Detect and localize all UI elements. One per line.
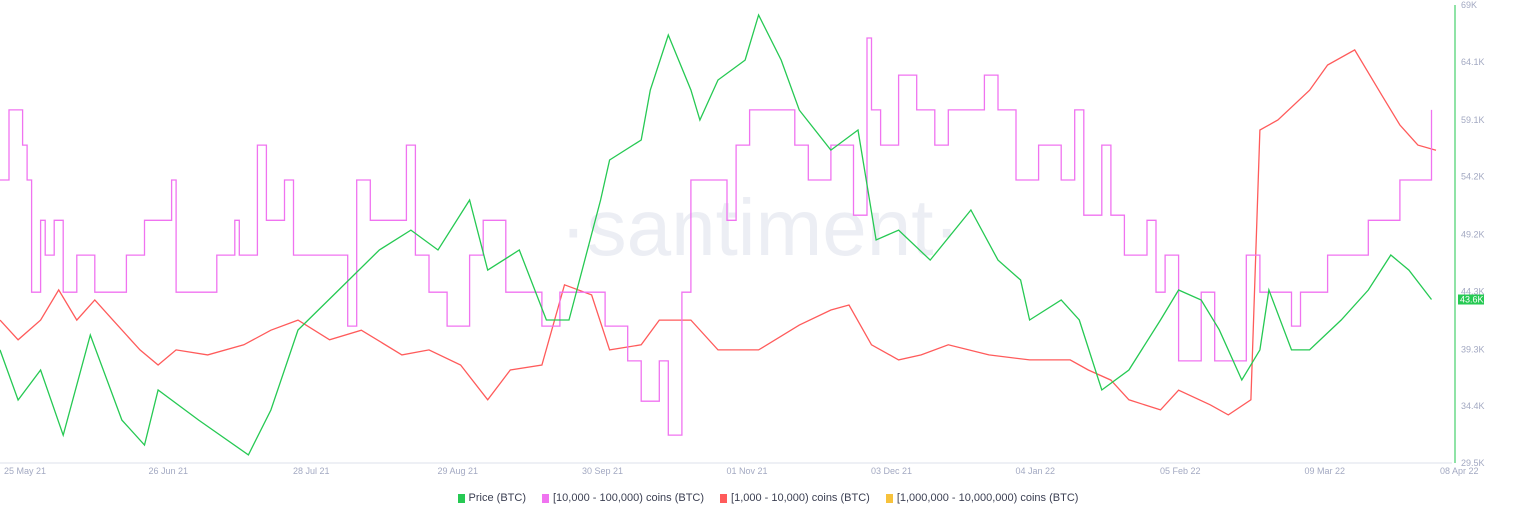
legend-swatch [720,493,728,503]
legend-item-1m-10m[interactable]: [1,000,000 - 10,000,000) coins (BTC) [885,492,1079,504]
chart: ·santiment· 69K 64.1K 59.1K 54.2K 49.2K 44.3K… [0,0,1485,476]
y-tick-label: 54.2K [1461,172,1485,182]
legend-item-10k-100k[interactable]: [10,000 - 100,000) coins (BTC) [542,492,704,504]
legend-item-price[interactable]: Price (BTC) [457,492,526,504]
x-tick-label: 08 Apr 22 [1440,466,1479,476]
legend-swatch [885,493,893,503]
x-tick-label: 26 Jun 21 [149,466,189,476]
x-tick-label: 01 Nov 21 [727,466,768,476]
legend-label: Price (BTC) [468,492,526,504]
legend-label: [10,000 - 100,000) coins (BTC) [553,492,705,504]
y-tick-label: 39.3K [1461,344,1485,354]
legend-swatch [542,493,549,503]
x-tick-label: 25 May 21 [4,466,46,476]
legend-label: [1,000,000 - 10,000,000) coins (BTC) [896,492,1079,504]
x-tick-label: 29 Aug 21 [438,466,479,476]
y-tick-label: 64.1K [1461,57,1485,67]
watermark: ·santiment· [560,183,960,272]
legend-label: [1,000 - 10,000) coins (BTC) [731,492,870,504]
y-tick-label: 34.4K [1461,401,1485,411]
y-tick-label: 44.3K [1461,286,1485,296]
series-line-2 [0,49,1437,416]
series-line-0 [0,13,1433,456]
y-tick-label: 49.2K [1461,230,1485,240]
x-tick-label: 05 Feb 22 [1160,466,1201,476]
legend: Price (BTC) [10,000 - 100,000) coins (BT… [0,492,1536,504]
current-price-marker: 43.6K [1458,294,1484,305]
current-price-label: 43.6K [1460,295,1484,305]
y-tick-label: 59.1K [1461,115,1485,125]
y-tick-label: 69K [1461,0,1477,10]
x-tick-label: 09 Mar 22 [1305,466,1346,476]
legend-item-1k-10k[interactable]: [1,000 - 10,000) coins (BTC) [720,492,870,504]
series-line-1 [0,37,1433,436]
x-tick-label: 03 Dec 21 [871,466,912,476]
x-tick-label: 04 Jan 22 [1016,466,1056,476]
x-tick-label: 30 Sep 21 [582,466,623,476]
y-tick-label: 29.5K [1461,458,1485,468]
x-tick-label: 28 Jul 21 [293,466,330,476]
legend-swatch [457,493,465,503]
